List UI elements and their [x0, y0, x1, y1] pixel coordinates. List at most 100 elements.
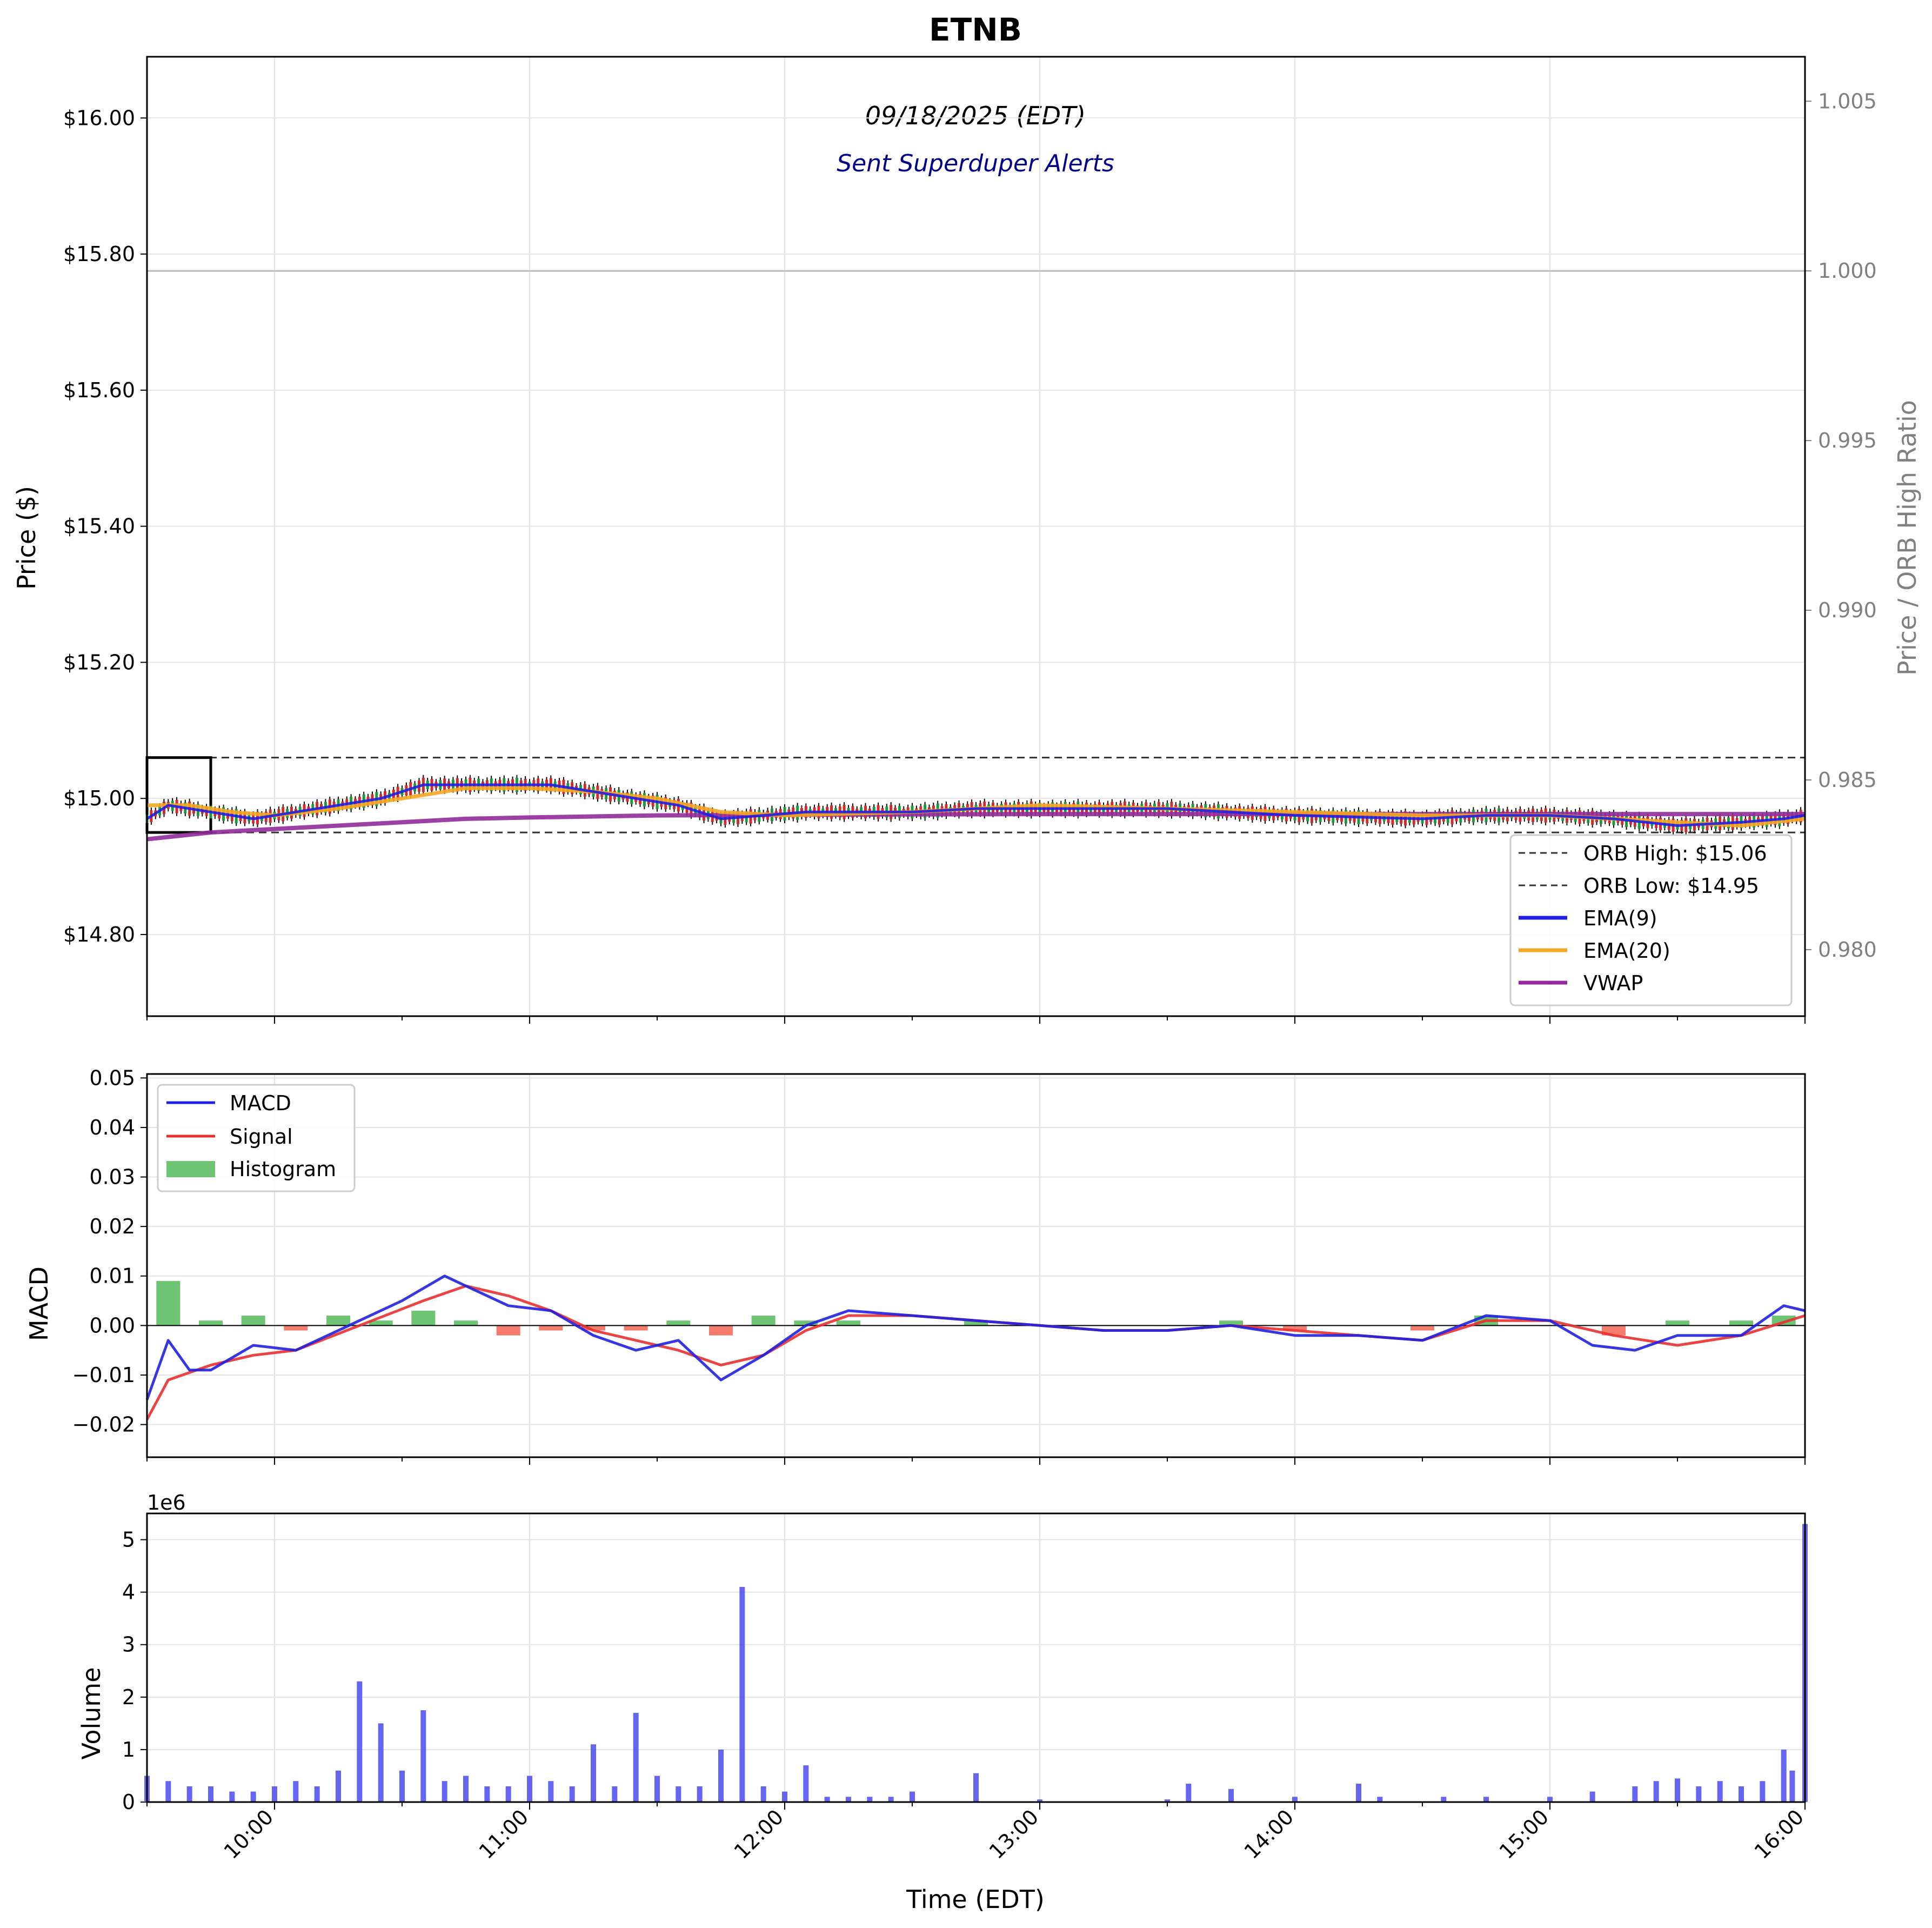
volume-bar — [1632, 1786, 1638, 1802]
ratio-ytick-label: 0.990 — [1818, 598, 1877, 622]
volume-bar — [293, 1781, 299, 1802]
macd-axis-label: MACD — [24, 1266, 54, 1341]
volume-bar — [760, 1786, 766, 1802]
volume-bar — [612, 1786, 618, 1802]
volume-bar — [314, 1786, 320, 1802]
ratio-ytick-label: 1.000 — [1818, 259, 1877, 283]
price-ytick-label: $15.00 — [63, 786, 135, 810]
histogram-bar — [454, 1320, 478, 1326]
price-legend-frame — [1509, 834, 1793, 1006]
volume-bar — [336, 1770, 341, 1802]
volume-bar — [548, 1781, 554, 1802]
volume-bar — [1356, 1784, 1361, 1802]
ratio-axis-label: Price / ORB High Ratio — [1893, 400, 1922, 676]
legend-vwap-label: VWAP — [1583, 971, 1643, 995]
legend-orb-low-label: ORB Low: $14.95 — [1583, 874, 1759, 898]
macd-ytick-label: 0.04 — [89, 1116, 135, 1139]
volume-bar — [1037, 1799, 1042, 1802]
legend-histogram-label: Histogram — [230, 1157, 336, 1181]
legend-orb-high-label: ORB High: $15.06 — [1583, 842, 1767, 865]
ratio-ytick-label: 1.005 — [1818, 89, 1877, 113]
macd-ytick-label: −0.02 — [72, 1413, 135, 1437]
volume-bar — [1675, 1778, 1680, 1802]
volume-bar — [165, 1781, 171, 1802]
volume-bar — [229, 1791, 235, 1802]
histogram-bar — [326, 1316, 350, 1326]
histogram-bar — [496, 1325, 520, 1336]
volume-bar — [1441, 1797, 1447, 1802]
volume-bar — [250, 1791, 256, 1802]
volume-bar — [378, 1723, 384, 1802]
signal-line — [145, 1284, 1806, 1420]
volume-bar — [1739, 1786, 1744, 1802]
volume-bar — [1589, 1791, 1595, 1802]
histogram-bar — [284, 1325, 308, 1331]
volume-bar — [208, 1786, 213, 1802]
price-ytick-label: $14.80 — [63, 923, 135, 946]
macd-frame — [146, 1073, 1806, 1458]
volume-bar — [186, 1786, 192, 1802]
volume-scale-label: 1e6 — [147, 1491, 186, 1515]
histogram-bar — [1666, 1320, 1689, 1326]
chart-title: ETNB — [929, 11, 1022, 48]
volume-ytick-label: 4 — [122, 1580, 135, 1604]
histogram-bar — [369, 1320, 393, 1326]
price-ytick-label: $15.20 — [63, 650, 135, 674]
volume-bar — [1228, 1789, 1234, 1802]
volume-bar — [1186, 1784, 1192, 1802]
legend-ema9-label: EMA(9) — [1583, 906, 1657, 930]
price-legend: ORB High: $15.06 ORB Low: $14.95 EMA(9) … — [1509, 834, 1793, 1006]
volume-bar — [633, 1712, 639, 1802]
histogram-bar — [1283, 1325, 1307, 1331]
legend-macd-label: MACD — [230, 1091, 291, 1115]
price-ytick-label: $16.00 — [63, 106, 135, 130]
histogram-bar — [624, 1325, 648, 1331]
price-ytick-label: $15.40 — [63, 515, 135, 538]
ratio-ytick-label: 0.980 — [1818, 938, 1877, 962]
macd-ytick-label: 0.00 — [89, 1313, 135, 1337]
volume-bar — [357, 1681, 363, 1802]
volume-bar — [591, 1744, 596, 1802]
volume-ytick-label: 3 — [122, 1633, 135, 1657]
histogram-bar — [1729, 1320, 1753, 1326]
volume-bar — [782, 1791, 787, 1802]
price-ytick-label: $15.80 — [63, 242, 135, 266]
macd-ytick-label: 0.01 — [89, 1264, 135, 1288]
legend-ema20-label: EMA(20) — [1583, 939, 1670, 963]
volume-bar — [569, 1786, 575, 1802]
volume-bar — [1547, 1797, 1553, 1802]
volume-bar — [272, 1786, 277, 1802]
volume-bar — [846, 1797, 851, 1802]
macd-legend: MACD Signal Histogram — [157, 1084, 356, 1192]
legend-signal-label: Signal — [230, 1125, 293, 1149]
volume-bar — [1292, 1797, 1298, 1802]
price-axis-label: Price ($) — [12, 486, 41, 590]
histogram-bar — [709, 1325, 733, 1336]
histogram-series — [156, 1280, 1796, 1336]
macd-ytick-label: 0.02 — [89, 1215, 135, 1238]
histogram-bar — [411, 1310, 436, 1326]
volume-ytick-label: 2 — [122, 1685, 135, 1709]
histogram-bar — [241, 1316, 265, 1326]
volume-bar — [1653, 1781, 1659, 1802]
volume-bar — [442, 1781, 447, 1802]
histogram-bar — [666, 1320, 691, 1326]
histogram-bar — [964, 1320, 988, 1326]
macd-ytick-label: 0.03 — [89, 1165, 135, 1189]
volume-bar — [527, 1776, 532, 1802]
histogram-bar — [156, 1280, 181, 1326]
macd-line — [145, 1275, 1806, 1400]
histogram-bar — [581, 1325, 605, 1331]
histogram-bar — [837, 1320, 860, 1326]
volume-bar — [867, 1797, 873, 1802]
histogram-bar — [794, 1320, 818, 1326]
legend-histogram-swatch — [166, 1161, 215, 1177]
chart-subtitle: 09/18/2025 (EDT) — [865, 101, 1086, 130]
histogram-bar — [751, 1316, 776, 1326]
volume-bar — [718, 1749, 724, 1802]
ratio-ytick-label: 0.995 — [1818, 429, 1877, 452]
volume-bar — [1789, 1770, 1795, 1802]
ema9-line — [146, 783, 1806, 827]
volume-bar — [739, 1586, 745, 1802]
